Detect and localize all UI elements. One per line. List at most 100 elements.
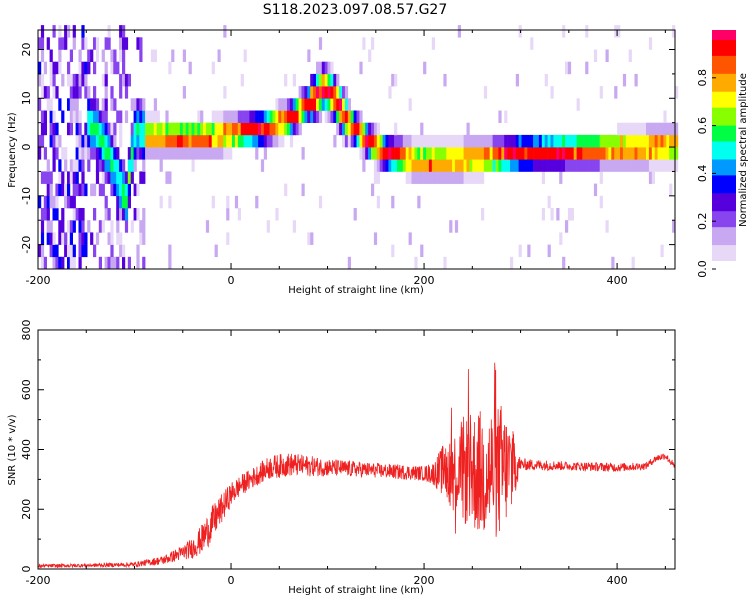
heatmap-cell [593,147,598,160]
heatmap-cell [321,73,325,87]
heatmap-cell [95,134,100,148]
heatmap-cell [162,122,166,136]
heatmap-cell [556,134,560,148]
heatmap-cell [84,73,88,87]
heatmap-cell [122,244,126,258]
heatmap-cell [553,159,557,172]
heatmap-cell [258,110,262,123]
heatmap-cell [669,147,673,160]
colorbar-step [712,197,736,200]
heatmap-cell [110,244,114,258]
heatmap-cell [142,147,146,160]
heatmap-cell [579,134,583,148]
heatmap-cell [449,220,453,233]
heatmap-cell [52,159,56,172]
heatmap-cell [139,171,143,184]
heatmap-cell [237,110,241,123]
heatmap-cell [672,134,676,148]
heatmap-cell [67,195,71,209]
heatmap-cell [417,195,421,209]
heatmap-cell [402,134,406,148]
heatmap-cell [113,98,117,111]
heatmap-cell [110,171,114,184]
heatmap-cell [122,195,126,209]
heatmap-cell [165,134,169,148]
chart-title: S118.2023.097.08.57.G27 [263,2,448,18]
heatmap-cell [104,147,108,160]
heatmap-cell [214,134,218,148]
heatmap-cell [428,171,433,184]
colorbar-step [712,237,736,240]
colorbar-step [712,107,736,111]
heatmap-cell [454,159,459,172]
heatmap-cell [469,159,473,172]
heatmap-cell [339,98,343,111]
heatmap-cell [654,122,658,136]
heatmap-cell [428,147,433,160]
heatmap-cell [327,98,331,111]
heatmap-cell [307,110,311,123]
x-tick-label: 200 [414,574,435,587]
heatmap-cell [191,122,195,136]
heatmap-cell [81,220,85,233]
spectrogram-y-ticks: -20 -10 0 10 20 [20,43,675,270]
colorbar-step [712,181,736,184]
heatmap-cell [243,110,247,123]
colorbar-tick-label: 0.0 [696,260,709,278]
heatmap-cell [150,134,155,148]
heatmap-cell [611,256,615,270]
heatmap-cell [333,86,337,99]
heatmap-cell [113,49,117,62]
heatmap-cell [127,159,131,172]
heatmap-cell [69,49,73,62]
heatmap-cell [643,147,647,160]
heatmap-cell [324,110,328,123]
heatmap-cell [107,171,111,184]
heatmap-cell [327,73,331,87]
heatmap-cell [116,183,120,197]
heatmap-cell [200,110,204,123]
heatmap-cell [648,171,653,184]
heatmap-cell [49,49,53,62]
heatmap-cell [46,208,50,221]
heatmap-cell [654,134,658,148]
colorbar-step [712,63,736,67]
heatmap-cell [440,134,444,148]
heatmap-cell [124,73,129,87]
heatmap-cell [289,134,294,148]
heatmap-cell [672,220,676,233]
heatmap-cell [316,110,320,123]
heatmap-cell [182,134,186,148]
heatmap-cell [292,220,296,233]
heatmap-cell [501,159,505,172]
heatmap-cell [168,244,172,258]
heatmap-cell [420,159,424,172]
heatmap-cell [223,86,227,99]
colorbar-step [712,231,736,234]
heatmap-cell [119,183,123,197]
heatmap-cell [75,110,79,123]
colorbar-step [712,85,736,89]
heatmap-cell [287,98,291,111]
heatmap-cell [81,183,85,197]
heatmap-cell [84,37,88,50]
heatmap-cell [457,25,461,38]
heatmap-cell [643,134,647,148]
heatmap-cell [119,49,123,62]
colorbar-step [712,47,736,51]
heatmap-cell [449,134,453,148]
heatmap-cell [110,147,114,160]
heatmap-cell [52,195,56,209]
heatmap-cell [368,49,372,62]
heatmap-cell [342,86,346,99]
heatmap-cell [95,98,100,111]
colorbar-step [712,89,736,93]
colorbar-gradient [712,30,736,270]
heatmap-cell [153,110,157,123]
heatmap-cell [504,110,508,123]
heatmap-cell [651,147,655,160]
heatmap-cell [318,37,323,50]
heatmap-cell [217,147,221,160]
heatmap-cell [472,147,476,160]
colorbar-step [712,125,736,129]
